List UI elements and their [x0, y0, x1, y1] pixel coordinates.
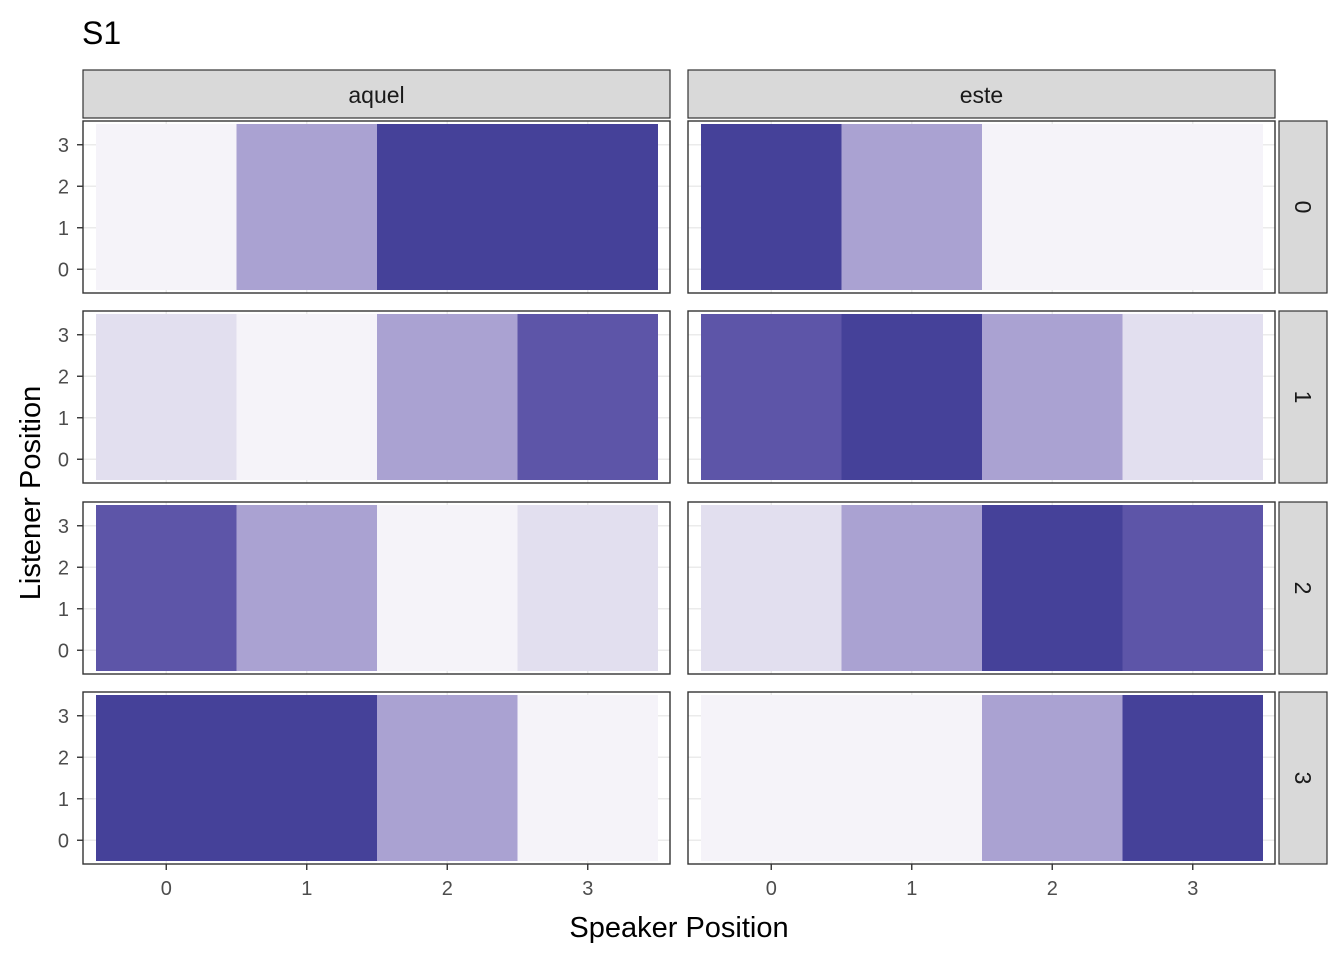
heatmap-tile-este-row0-x2: [982, 124, 1123, 290]
panel-border: [82, 310, 671, 484]
y-tick-label: 0: [58, 449, 69, 471]
panel-border: [82, 501, 671, 675]
x-tick-label: 3: [1187, 878, 1198, 900]
heatmap-tile-este-row2-x3: [1122, 505, 1263, 671]
heatmap-tile-aquel-row0-x3: [517, 124, 658, 290]
chart-title: S1: [82, 15, 121, 51]
heatmap-tile-aquel-row3-x3: [517, 695, 658, 861]
y-tick-label: 2: [58, 747, 69, 769]
row-strip-label-1: 1: [1290, 391, 1316, 404]
panel-border: [687, 501, 1276, 675]
y-tick-label: 3: [58, 516, 69, 538]
panel-border: [687, 120, 1276, 294]
heatmap-tile-este-row3-x3: [1122, 695, 1263, 861]
y-tick-label: 1: [58, 218, 69, 240]
y-tick-label: 1: [58, 599, 69, 621]
heatmap-tile-aquel-row0-x1: [236, 124, 377, 290]
heatmap-tile-aquel-row2-x2: [377, 505, 518, 671]
row-strip-2: [1278, 501, 1328, 675]
facet-strip-aquel: [82, 69, 671, 119]
y-tick-label: 0: [58, 830, 69, 852]
x-tick-label: 2: [442, 878, 453, 900]
row-strip-1: [1278, 310, 1328, 484]
y-tick-label: 0: [58, 640, 69, 662]
row-strip-0: [1278, 120, 1328, 294]
y-tick-label: 2: [58, 176, 69, 198]
heatmap-tile-aquel-row3-x1: [236, 695, 377, 861]
row-strip-label-3: 3: [1290, 772, 1316, 785]
heatmap-tile-este-row2-x0: [701, 505, 842, 671]
heatmap-tile-aquel-row0-x2: [377, 124, 518, 290]
heatmap-tile-aquel-row3-x0: [96, 695, 237, 861]
y-tick-label: 1: [58, 789, 69, 811]
x-tick-label: 3: [582, 878, 593, 900]
panel-border: [82, 691, 671, 865]
heatmap-tile-este-row0-x3: [1122, 124, 1263, 290]
x-tick-label: 0: [161, 878, 172, 900]
y-tick-label: 3: [58, 325, 69, 347]
heatmap-tile-aquel-row2-x0: [96, 505, 237, 671]
y-tick-label: 0: [58, 259, 69, 281]
heatmap-tile-este-row2-x2: [982, 505, 1123, 671]
panel-border: [82, 120, 671, 294]
heatmap-tile-este-row1-x2: [982, 314, 1123, 480]
x-tick-label: 1: [906, 878, 917, 900]
panel-border: [687, 310, 1276, 484]
row-strip-3: [1278, 691, 1328, 865]
heatmap-tile-este-row3-x2: [982, 695, 1123, 861]
facet-strip-este: [687, 69, 1276, 119]
heatmap-tile-este-row3-x1: [841, 695, 982, 861]
x-axis-label: Speaker Position: [569, 912, 788, 944]
facet-strip-label-este: este: [960, 82, 1003, 108]
heatmap-tile-aquel-row1-x3: [517, 314, 658, 480]
x-tick-label: 0: [766, 878, 777, 900]
heatmap-tile-aquel-row1-x2: [377, 314, 518, 480]
heatmap-tile-aquel-row1-x1: [236, 314, 377, 480]
heatmap-tile-aquel-row0-x0: [96, 124, 237, 290]
x-tick-label: 1: [301, 878, 312, 900]
heatmap-tile-este-row3-x0: [701, 695, 842, 861]
facet-strip-label-aquel: aquel: [348, 82, 404, 108]
y-tick-label: 1: [58, 408, 69, 430]
heatmap-tile-este-row2-x1: [841, 505, 982, 671]
y-tick-label: 2: [58, 366, 69, 388]
heatmap-tile-este-row1-x1: [841, 314, 982, 480]
heatmap-tile-aquel-row2-x3: [517, 505, 658, 671]
heatmap-tile-este-row0-x0: [701, 124, 842, 290]
row-strip-label-2: 2: [1290, 582, 1316, 595]
heatmap-tile-aquel-row1-x0: [96, 314, 237, 480]
y-axis-label: Listener Position: [15, 386, 47, 600]
heatmap-tile-aquel-row3-x2: [377, 695, 518, 861]
heatmap-tile-este-row0-x1: [841, 124, 982, 290]
heatmap-tile-aquel-row2-x1: [236, 505, 377, 671]
y-tick-label: 3: [58, 135, 69, 157]
y-tick-label: 3: [58, 706, 69, 728]
panel-border: [687, 691, 1276, 865]
y-tick-label: 2: [58, 557, 69, 579]
x-tick-label: 2: [1047, 878, 1058, 900]
row-strip-label-0: 0: [1290, 201, 1316, 214]
heatmap-tile-este-row1-x3: [1122, 314, 1263, 480]
heatmap-tile-este-row1-x0: [701, 314, 842, 480]
